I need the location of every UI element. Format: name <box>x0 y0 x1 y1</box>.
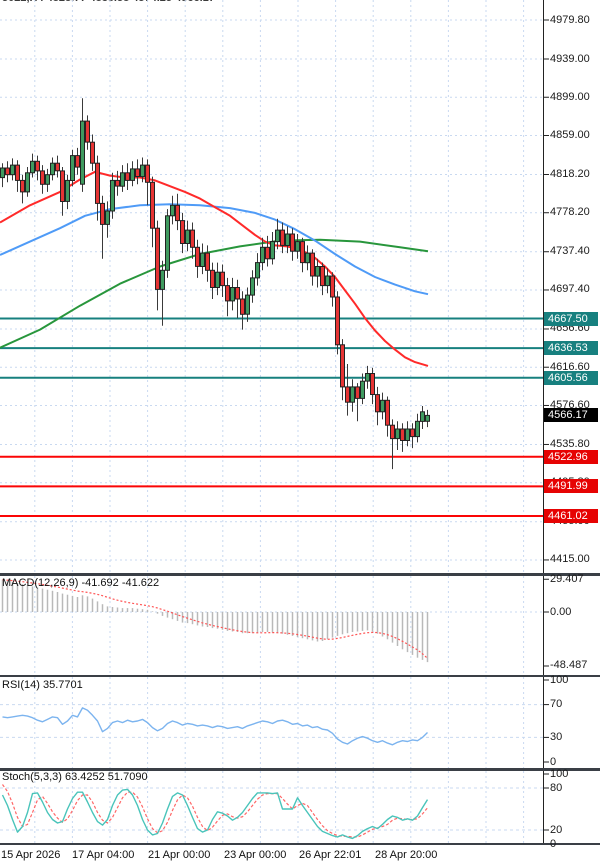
time-axis-label: 21 Apr 00:00 <box>148 849 211 861</box>
time-axis-label: 23 Apr 00:00 <box>224 849 287 861</box>
macd-panel[interactable] <box>0 576 600 675</box>
macd-indicator-label: MACD(12,26,9) -41.692 -41.622 <box>2 577 160 589</box>
panel-divider[interactable] <box>0 768 600 771</box>
panel-divider[interactable] <box>0 843 600 845</box>
time-axis-label: 15 Apr 2026 <box>1 849 61 861</box>
rsi-panel[interactable] <box>0 677 600 768</box>
chart-header-clipped: 5022,H4 4828.77 4835.58 4574.25 4566.17 <box>2 0 215 4</box>
stoch-panel[interactable] <box>0 771 600 843</box>
time-axis-label: 28 Apr 20:00 <box>375 849 438 861</box>
time-axis-label: 17 Apr 04:00 <box>72 849 135 861</box>
panel-divider[interactable] <box>0 573 600 576</box>
stoch-indicator-label: Stoch(5,3,3) 63.4252 51.7090 <box>2 771 148 783</box>
panel-divider[interactable] <box>0 675 600 677</box>
rsi-indicator-label: RSI(14) 35.7701 <box>2 679 83 691</box>
price-panel[interactable] <box>0 0 600 573</box>
time-axis-label: 26 Apr 22:01 <box>299 849 362 861</box>
